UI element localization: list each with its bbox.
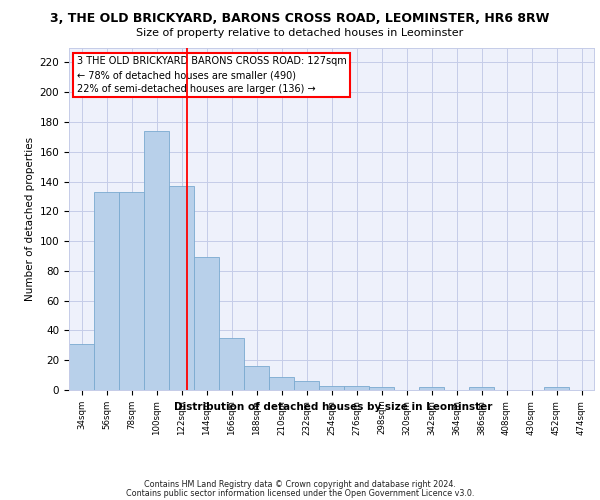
Bar [419,387,444,390]
Bar [469,387,494,390]
Bar [169,186,194,390]
Text: Distribution of detached houses by size in Leominster: Distribution of detached houses by size … [174,402,492,412]
Y-axis label: Number of detached properties: Number of detached properties [25,136,35,301]
Text: Size of property relative to detached houses in Leominster: Size of property relative to detached ho… [136,28,464,38]
Text: 3, THE OLD BRICKYARD, BARONS CROSS ROAD, LEOMINSTER, HR6 8RW: 3, THE OLD BRICKYARD, BARONS CROSS ROAD,… [50,12,550,26]
Bar [544,387,569,390]
Bar [119,192,144,390]
Bar [194,258,219,390]
Bar [219,338,244,390]
Bar [319,386,344,390]
Bar [294,381,319,390]
Text: Contains HM Land Registry data © Crown copyright and database right 2024.: Contains HM Land Registry data © Crown c… [144,480,456,489]
Bar [369,387,394,390]
Bar [144,131,169,390]
Bar [244,366,269,390]
Bar [69,344,94,390]
Text: Contains public sector information licensed under the Open Government Licence v3: Contains public sector information licen… [126,489,474,498]
Bar [344,386,369,390]
Bar [269,376,294,390]
Text: 3 THE OLD BRICKYARD BARONS CROSS ROAD: 127sqm
← 78% of detached houses are small: 3 THE OLD BRICKYARD BARONS CROSS ROAD: 1… [77,56,347,94]
Bar [94,192,119,390]
